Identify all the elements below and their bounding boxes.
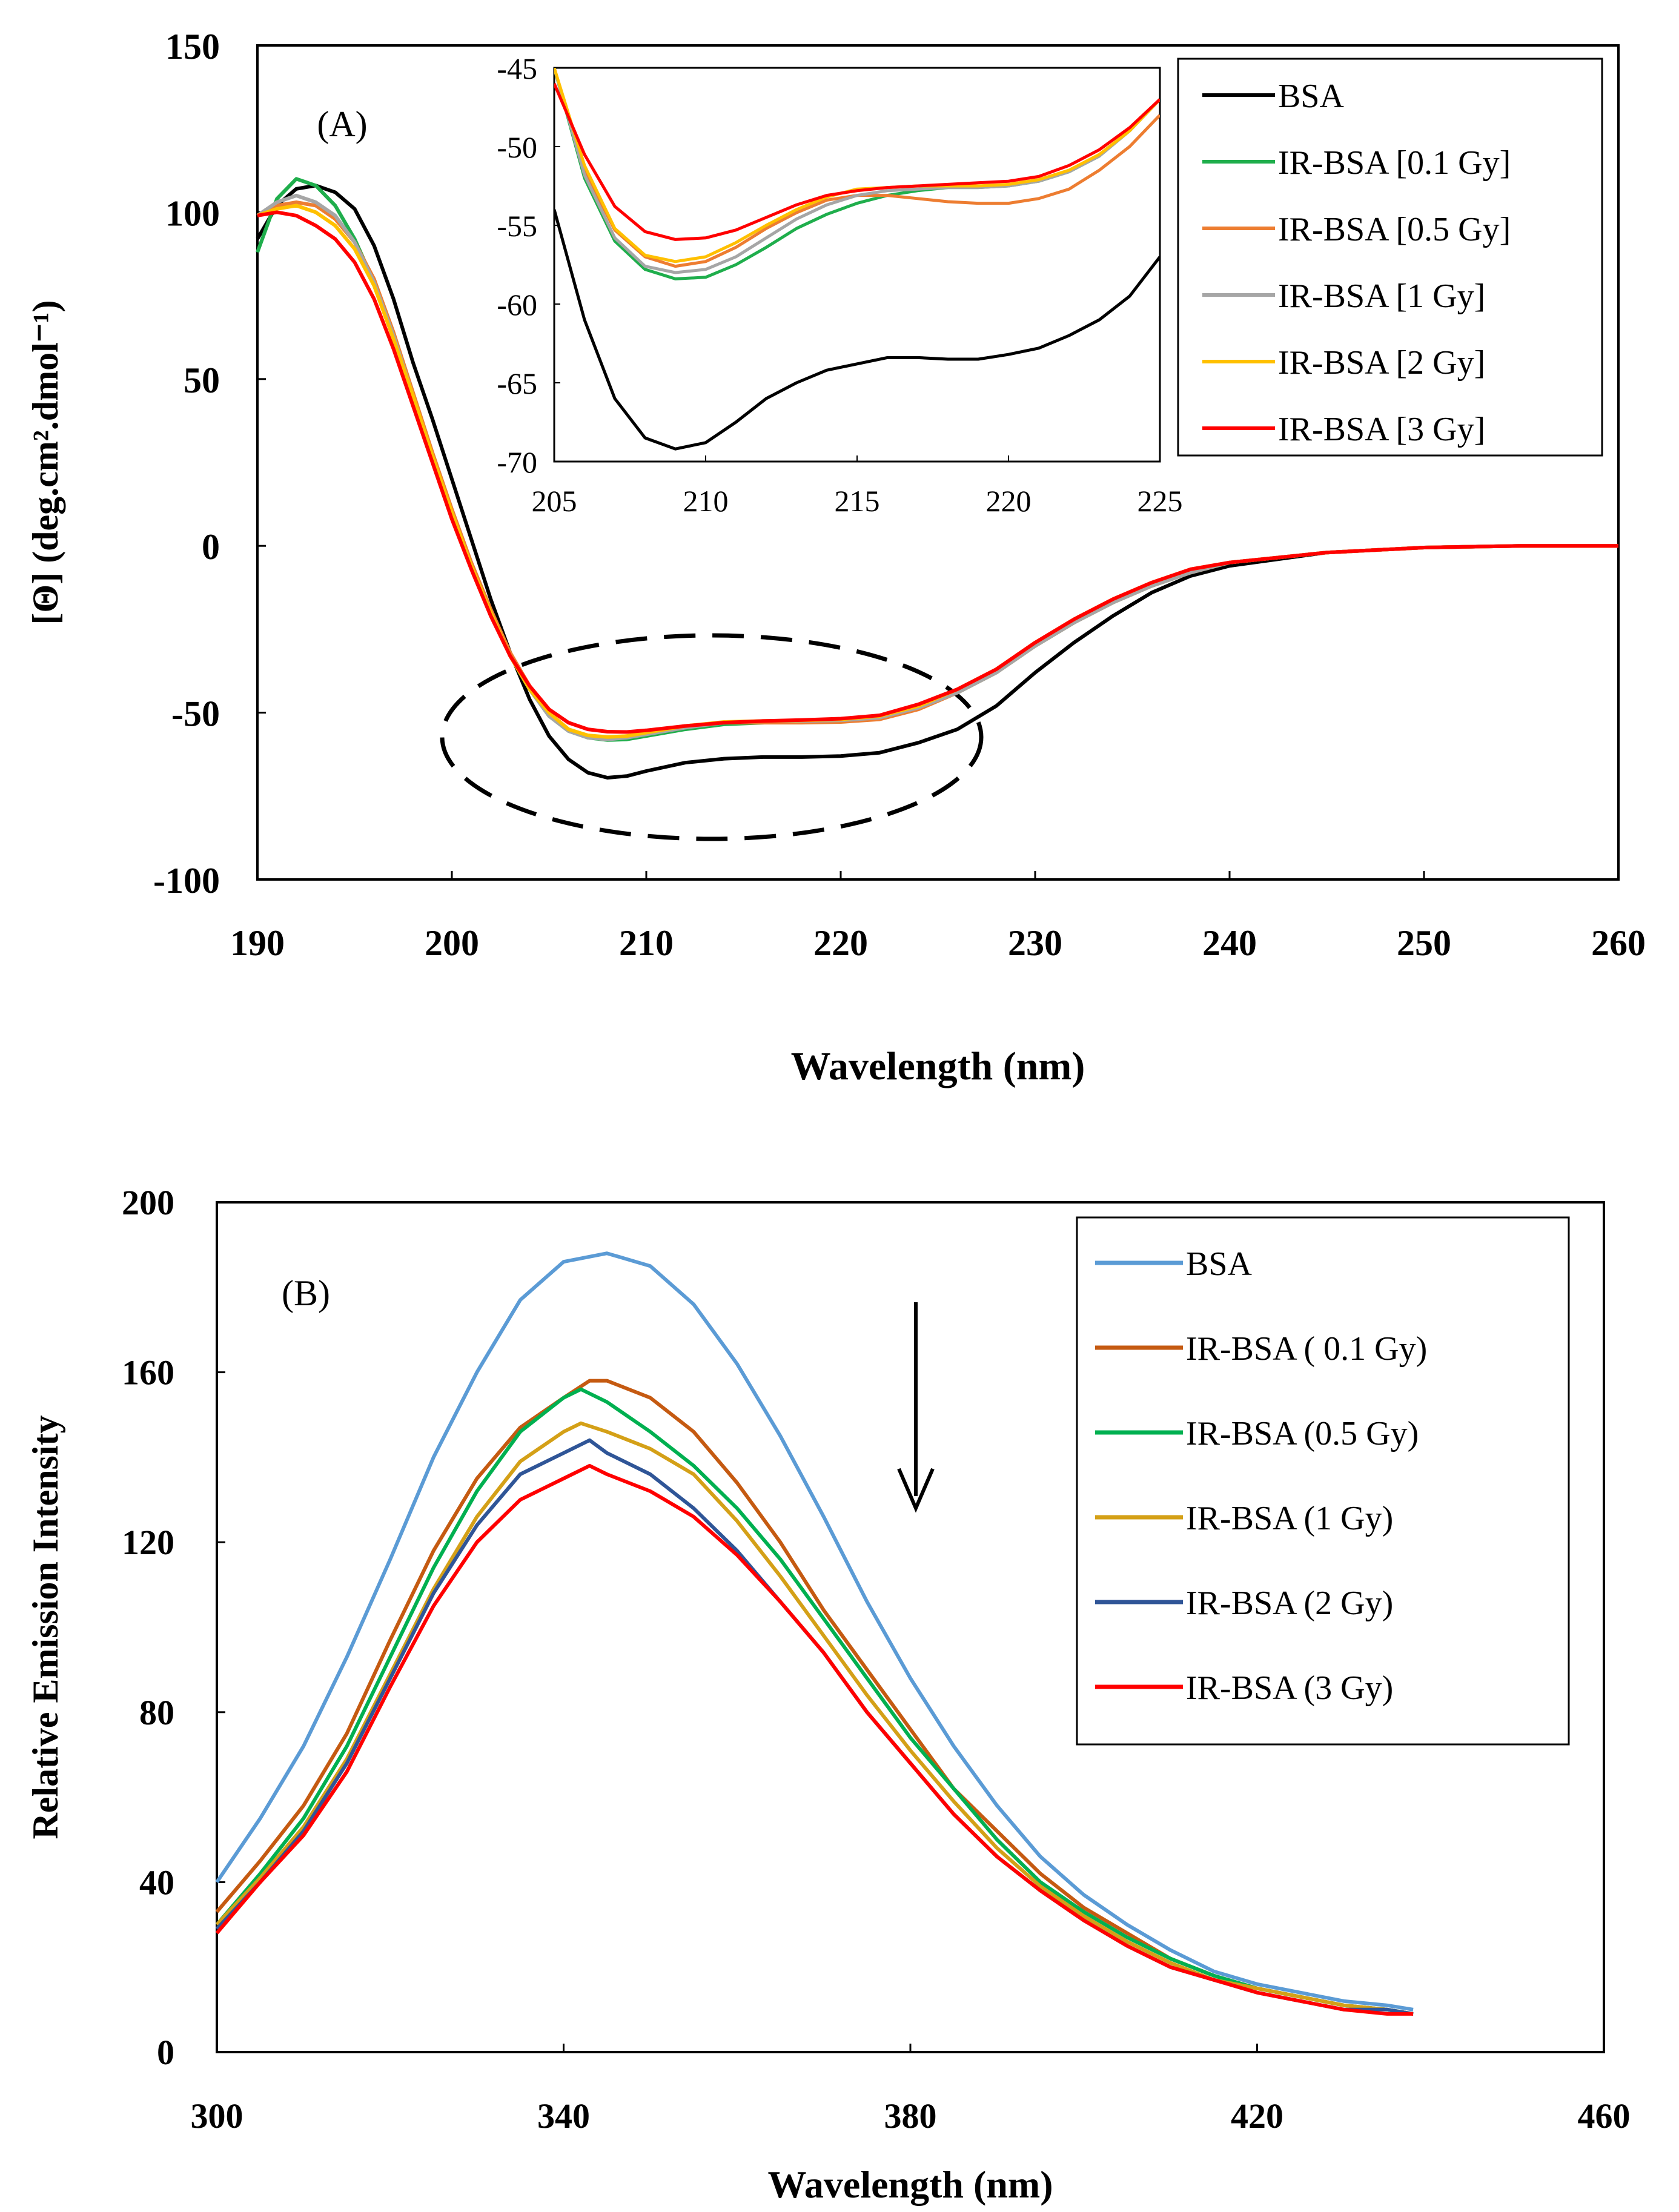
x-tick-label: 220 — [813, 923, 868, 963]
inset-y-tick-label: -65 — [497, 366, 537, 400]
panel-label: (B) — [282, 1273, 330, 1313]
x-tick-label: 250 — [1397, 923, 1451, 963]
y-tick-label: 0 — [202, 527, 220, 567]
x-tick-label: 190 — [230, 923, 285, 963]
inset-y-tick-label: -60 — [497, 288, 537, 322]
legend-label: BSA — [1278, 78, 1344, 115]
panel-b: 200 160 120 80 40 0 300 340 380 420 460 Wavelength … — [25, 1183, 1631, 2206]
legend-label: IR-BSA (3 Gy) — [1186, 1669, 1393, 1707]
legend-label: IR-BSA [0.1 Gy] — [1278, 144, 1511, 182]
inset-y-tick-label: -50 — [497, 130, 537, 164]
legend-label: IR-BSA [3 Gy] — [1278, 411, 1485, 448]
highlight-ellipse — [440, 633, 984, 841]
y-tick-label: 150 — [165, 27, 220, 67]
inset-series-line — [554, 83, 1160, 241]
inset-series-line — [554, 68, 1160, 263]
panel-label: (A) — [317, 104, 367, 144]
series-line — [215, 1387, 1414, 2016]
y-tick-label: 80 — [139, 1693, 174, 1732]
y-tick-label: 50 — [184, 360, 220, 400]
inset-y-tick-label: -70 — [497, 445, 537, 479]
y-tick-label: -100 — [153, 861, 220, 901]
legend-box — [1177, 58, 1603, 457]
inset-y-tick-label: -45 — [497, 51, 537, 85]
y-tick-label: -50 — [171, 694, 220, 734]
series-line — [215, 1463, 1414, 2016]
legend-label: BSA — [1186, 1245, 1252, 1283]
y-tick-label: 160 — [122, 1353, 174, 1392]
inset-series-group — [554, 68, 1160, 451]
legend-label: IR-BSA (2 Gy) — [1186, 1584, 1393, 1622]
x-axis-title: Wavelength (nm) — [791, 1044, 1085, 1088]
x-tick-label: 240 — [1202, 923, 1257, 963]
x-tick-label: 460 — [1578, 2096, 1631, 2136]
x-tick-label: 230 — [1008, 923, 1062, 963]
inset-x-tick-label: 225 — [1138, 484, 1183, 518]
inset-y-tick-label: -55 — [497, 209, 537, 243]
legend-label: IR-BSA ( 0.1 Gy) — [1186, 1330, 1427, 1368]
x-tick-label: 210 — [619, 923, 674, 963]
inset-x-tick-label: 215 — [835, 484, 880, 518]
y-axis-title: [Θ] (deg.cm².dmol⁻¹) — [25, 300, 65, 625]
x-tick-label: 340 — [537, 2096, 590, 2136]
y-axis-title: Relative Emission Intensity — [25, 1415, 65, 1839]
x-tick-label: 420 — [1231, 2096, 1283, 2136]
series-line — [215, 1251, 1414, 2012]
x-tick-label: 380 — [884, 2096, 937, 2136]
legend-label: IR-BSA [0.5 Gy] — [1278, 211, 1511, 248]
inset-series-line — [554, 209, 1160, 451]
x-axis-title: Wavelength (nm) — [767, 2163, 1053, 2206]
legend-label: IR-BSA (0.5 Gy) — [1186, 1415, 1419, 1452]
arrow-head — [897, 1468, 935, 1513]
x-tick-label: 200 — [425, 923, 479, 963]
inset-x-tick-label: 210 — [683, 484, 729, 518]
plot-area — [256, 44, 1620, 881]
series-line — [256, 184, 1618, 780]
y-tick-label: 100 — [165, 193, 220, 233]
inset-x-tick-label: 205 — [532, 484, 577, 518]
inset-x-tick-label: 220 — [986, 484, 1032, 518]
y-tick-label: 200 — [122, 1183, 174, 1222]
x-tick-label: 260 — [1591, 923, 1646, 963]
legend-label: IR-BSA [1 Gy] — [1278, 277, 1485, 315]
series-line — [257, 210, 1618, 734]
x-tick-label: 300 — [191, 2096, 243, 2136]
y-tick-label: 0 — [157, 2033, 174, 2072]
y-tick-label: 40 — [139, 1863, 174, 1902]
legend-label: IR-BSA [2 Gy] — [1278, 344, 1485, 382]
y-tick-label: 120 — [122, 1523, 174, 1562]
legend-label: IR-BSA (1 Gy) — [1186, 1500, 1393, 1537]
inset-plot-area — [553, 67, 1161, 463]
legend-box — [1076, 1216, 1570, 1746]
